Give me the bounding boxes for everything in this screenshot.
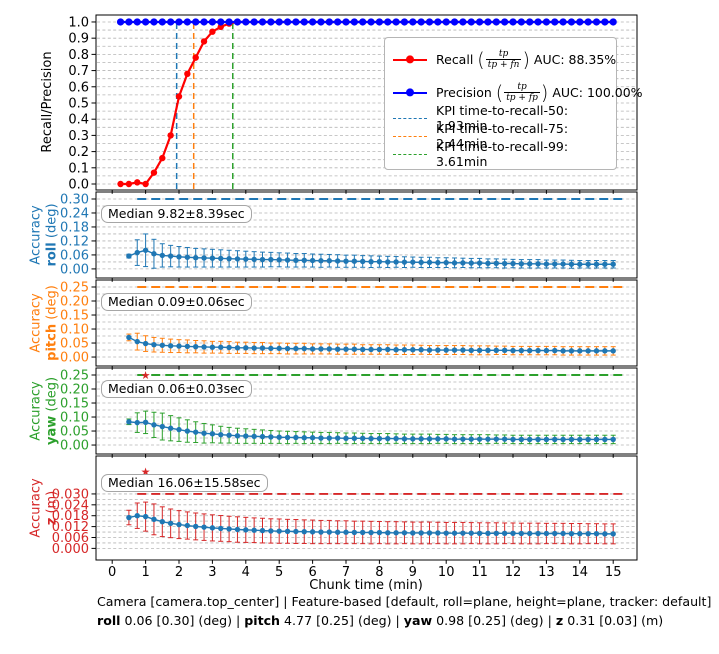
caption-line1: Camera [camera.top_center] | Feature-bas… [97,594,712,609]
kpi50-dash-swatch [393,117,427,119]
svg-text:0.012: 0.012 [52,520,89,535]
caption-line2: roll 0.06 [0.30] (deg) | pitch 4.77 [0.2… [97,613,664,628]
svg-text:0.06: 0.06 [60,248,89,263]
svg-text:8: 8 [375,565,383,580]
svg-text:0.9: 0.9 [68,32,89,47]
legend-item-kpi-99: KPI time-to-recall-99: 3.61min [393,139,608,169]
kpi99-dash-swatch [393,153,427,155]
svg-text:2: 2 [175,565,183,580]
svg-text:9: 9 [409,565,417,580]
precision-line-swatch [393,88,427,97]
svg-text:7: 7 [342,565,350,580]
svg-text:0.018: 0.018 [52,509,89,524]
svg-text:0.00: 0.00 [60,262,89,277]
kpi75-dash-swatch [393,135,427,137]
svg-text:0.1: 0.1 [68,161,89,176]
recall-line-swatch [393,55,427,64]
legend-item-kpi-75: KPI time-to-recall-75: 2.44min [393,121,608,151]
svg-text:10: 10 [438,565,455,580]
svg-text:0.000: 0.000 [52,542,89,557]
svg-text:0.18: 0.18 [60,220,89,235]
svg-text:6: 6 [308,565,316,580]
svg-text:3: 3 [208,565,216,580]
ylabel-accuracy-roll: Accuracy roll (deg) [28,203,59,267]
ylabel-accuracy-yaw: Accuracy yaw (deg) [28,376,59,446]
legend: Recall (tp tp + fn) AUC: 88.35% Precision… [384,37,643,170]
svg-text:0.05: 0.05 [60,425,89,440]
svg-text:0.030: 0.030 [52,487,89,502]
star-marker-z: ★ [141,466,151,479]
svg-text:0.30: 0.30 [60,192,89,207]
median-annotation-roll: Median 9.82±8.39sec [101,205,252,223]
ylabel-accuracy-z: Accuracy z (m) [28,478,59,538]
svg-text:1.0: 1.0 [68,15,89,30]
ylabel-accuracy-pitch: Accuracy pitch (deg) [28,285,59,361]
svg-text:0.15: 0.15 [60,309,89,324]
svg-text:0.05: 0.05 [60,337,89,352]
svg-text:0.6: 0.6 [68,80,89,95]
legend-item-kpi-50: KPI time-to-recall-50: 1.93min [393,103,608,133]
svg-text:0.024: 0.024 [52,498,89,513]
svg-text:12: 12 [505,565,522,580]
svg-text:4: 4 [242,565,250,580]
svg-text:0.24: 0.24 [60,206,89,221]
svg-text:0.006: 0.006 [52,531,89,546]
svg-text:0.00: 0.00 [60,439,89,454]
svg-text:0.25: 0.25 [60,281,89,296]
xaxis-label: Chunk time (min) [309,578,423,593]
svg-text:0.0: 0.0 [68,178,89,193]
svg-text:0.20: 0.20 [60,383,89,398]
svg-text:0.12: 0.12 [60,234,89,249]
svg-text:13: 13 [538,565,555,580]
svg-text:0.3: 0.3 [68,129,89,144]
legend-item-precision: Precision (tp tp + fp) AUC: 100.00% [393,76,643,109]
svg-text:0: 0 [108,565,116,580]
svg-text:0.2: 0.2 [68,145,89,160]
svg-text:0.10: 0.10 [60,411,89,426]
median-annotation-yaw: Median 0.06±0.03sec [101,380,252,398]
median-annotation-z: Median 16.06±15.58sec [101,474,268,492]
svg-text:5: 5 [275,565,283,580]
star-marker-yaw: ★ [141,369,151,382]
svg-text:0.20: 0.20 [60,295,89,310]
svg-text:0.25: 0.25 [60,369,89,384]
svg-text:0.5: 0.5 [68,96,89,111]
median-annotation-pitch: Median 0.09±0.06sec [101,293,252,311]
svg-text:14: 14 [572,565,589,580]
svg-text:0.15: 0.15 [60,397,89,412]
svg-text:0.00: 0.00 [60,351,89,366]
svg-text:0.8: 0.8 [68,48,89,63]
legend-item-recall: Recall (tp tp + fn) AUC: 88.35% [393,43,616,76]
svg-text:15: 15 [605,565,622,580]
svg-text:11: 11 [471,565,488,580]
svg-text:0.7: 0.7 [68,64,89,79]
svg-text:0.4: 0.4 [68,113,89,128]
svg-text:0.10: 0.10 [60,323,89,338]
ylabel-recall-precision: Recall/Precision [40,51,56,153]
svg-text:1: 1 [141,565,149,580]
